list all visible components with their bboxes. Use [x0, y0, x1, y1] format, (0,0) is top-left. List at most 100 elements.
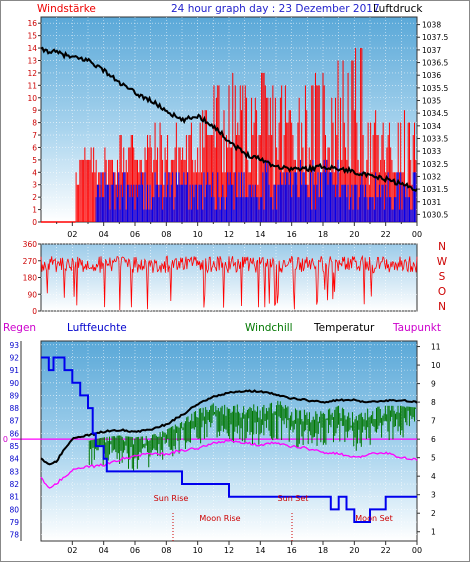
humidity-tick-label: 86	[9, 429, 19, 438]
legend-windchill: Windchill	[245, 322, 293, 334]
wind-direction-line	[40, 254, 418, 311]
pressure-line-layer	[40, 46, 418, 192]
wind-tick-label: 9	[32, 106, 37, 115]
humidity-tick-label: 78	[9, 531, 19, 540]
x-tick-label: 06	[130, 546, 140, 555]
wind-tick-label: 16	[27, 19, 37, 28]
zero-label: 0	[3, 435, 8, 444]
dewpoint-line	[40, 439, 418, 489]
x-tick-label: 12	[224, 546, 234, 555]
x-tick-label: 16	[287, 546, 297, 555]
temperature-line-layer	[40, 356, 418, 523]
temperature-tick-label: 9	[431, 380, 436, 389]
direction-tick-label: 270	[23, 257, 38, 266]
x-tick-label: 04	[99, 546, 109, 555]
wind-tick-label: 3	[32, 181, 37, 190]
temperature-tick-label: 2	[431, 509, 436, 518]
direction-letter: W	[437, 256, 448, 268]
pressure-tick-label: 1033.5	[422, 134, 448, 143]
sun-rise-label: Sun Rise	[154, 494, 189, 503]
humidity-tick-label: 84	[9, 455, 19, 464]
wind-tick-label: 12	[27, 69, 37, 78]
pressure-tick-label: 1034	[422, 122, 441, 131]
wind-axis-title: Windstärke	[37, 3, 96, 15]
direction-letter: N	[438, 301, 446, 313]
direction-tick-label: 360	[23, 240, 38, 249]
x-tick-label: 20	[349, 546, 359, 555]
wind-tick-label: 11	[27, 81, 37, 90]
temperature-tick-label: 7	[431, 417, 436, 426]
wind-bars	[41, 48, 417, 223]
pressure-tick-label: 1036	[422, 71, 441, 80]
wind-tick-label: 5	[32, 156, 37, 165]
x-tick-label: 04	[99, 230, 109, 239]
pressure-tick-label: 1031	[422, 198, 441, 207]
x-tick-label: 12	[224, 230, 234, 239]
x-tick-label: 16	[287, 230, 297, 239]
legend-taupunkt: Taupunkt	[392, 322, 441, 334]
pressure-tick-label: 1032	[422, 172, 441, 181]
humidity-tick-label: 80	[9, 505, 19, 514]
pressure-tick-label: 1035	[422, 97, 441, 106]
x-tick-label: 10	[193, 230, 203, 239]
wind-tick-label: 7	[32, 131, 37, 140]
direction-tick-label: 0	[32, 307, 37, 316]
pressure-tick-label: 1035.5	[422, 84, 448, 93]
direction-tick-label: 90	[27, 290, 37, 299]
x-tick-label: 02	[67, 230, 77, 239]
x-tick-label: 18	[318, 546, 328, 555]
humidity-tick-label: 87	[9, 417, 19, 426]
wind-tick-label: 2	[32, 193, 37, 202]
pressure-axis-title: Luftdruck	[373, 3, 423, 15]
sun-set-label: Sun Set	[278, 494, 309, 503]
wind-tick-label: 4	[32, 168, 37, 177]
pressure-tick-label: 1030.5	[422, 210, 448, 219]
direction-tick-label: 180	[23, 274, 38, 283]
wind-tick-label: 6	[32, 143, 37, 152]
humidity-tick-label: 92	[9, 353, 19, 362]
temperature-tick-label: 4	[431, 472, 436, 481]
pressure-tick-label: 1034.5	[422, 109, 448, 118]
wind-direction-line-layer	[40, 254, 418, 311]
temperature-tick-label: 6	[431, 435, 436, 444]
direction-letter: O	[438, 286, 446, 298]
pressure-line	[40, 46, 418, 192]
x-tick-label: 14	[255, 230, 265, 239]
wind-tick-label: 0	[32, 218, 37, 227]
temperature-tick-label: 11	[431, 343, 441, 352]
x-tick-label: 02	[67, 546, 77, 555]
x-tick-label: 20	[349, 230, 359, 239]
temperature-tick-label: 8	[431, 398, 436, 407]
pressure-tick-label: 1031.5	[422, 185, 448, 194]
wind-tick-label: 1	[32, 206, 37, 215]
chart-title: 24 hour graph day : 23 Dezember 2017	[171, 3, 380, 15]
temperature-tick-label: 5	[431, 454, 436, 463]
x-tick-label: 00	[412, 230, 422, 239]
x-tick-label: 18	[318, 230, 328, 239]
humidity-tick-label: 93	[9, 341, 19, 350]
wind-tick-label: 10	[27, 94, 37, 103]
x-tick-label: 22	[381, 546, 391, 555]
pressure-tick-label: 1037	[422, 46, 441, 55]
wind-tick-label: 15	[27, 32, 37, 41]
humidity-tick-label: 82	[9, 480, 19, 489]
x-tick-label: 08	[161, 546, 171, 555]
wind-tick-label: 8	[32, 119, 37, 128]
pressure-tick-label: 1038	[422, 21, 441, 30]
pressure-tick-label: 1037.5	[422, 33, 448, 42]
wind-direction-axes: 0 90 180 270 360	[23, 240, 41, 316]
humidity-tick-label: 89	[9, 391, 19, 400]
direction-letter: S	[439, 271, 446, 283]
temperature-axes: 7879808182838485868788899091929312345678…	[3, 341, 441, 555]
humidity-tick-label: 85	[9, 442, 19, 451]
temperature-tick-label: 10	[431, 361, 441, 370]
legend-temperatur: Temperatur	[313, 322, 375, 334]
humidity-tick-label: 81	[9, 493, 19, 502]
direction-letter: N	[438, 241, 446, 253]
x-tick-label: 22	[381, 230, 391, 239]
wind-tick-label: 14	[27, 44, 37, 53]
x-tick-label: 06	[130, 230, 140, 239]
